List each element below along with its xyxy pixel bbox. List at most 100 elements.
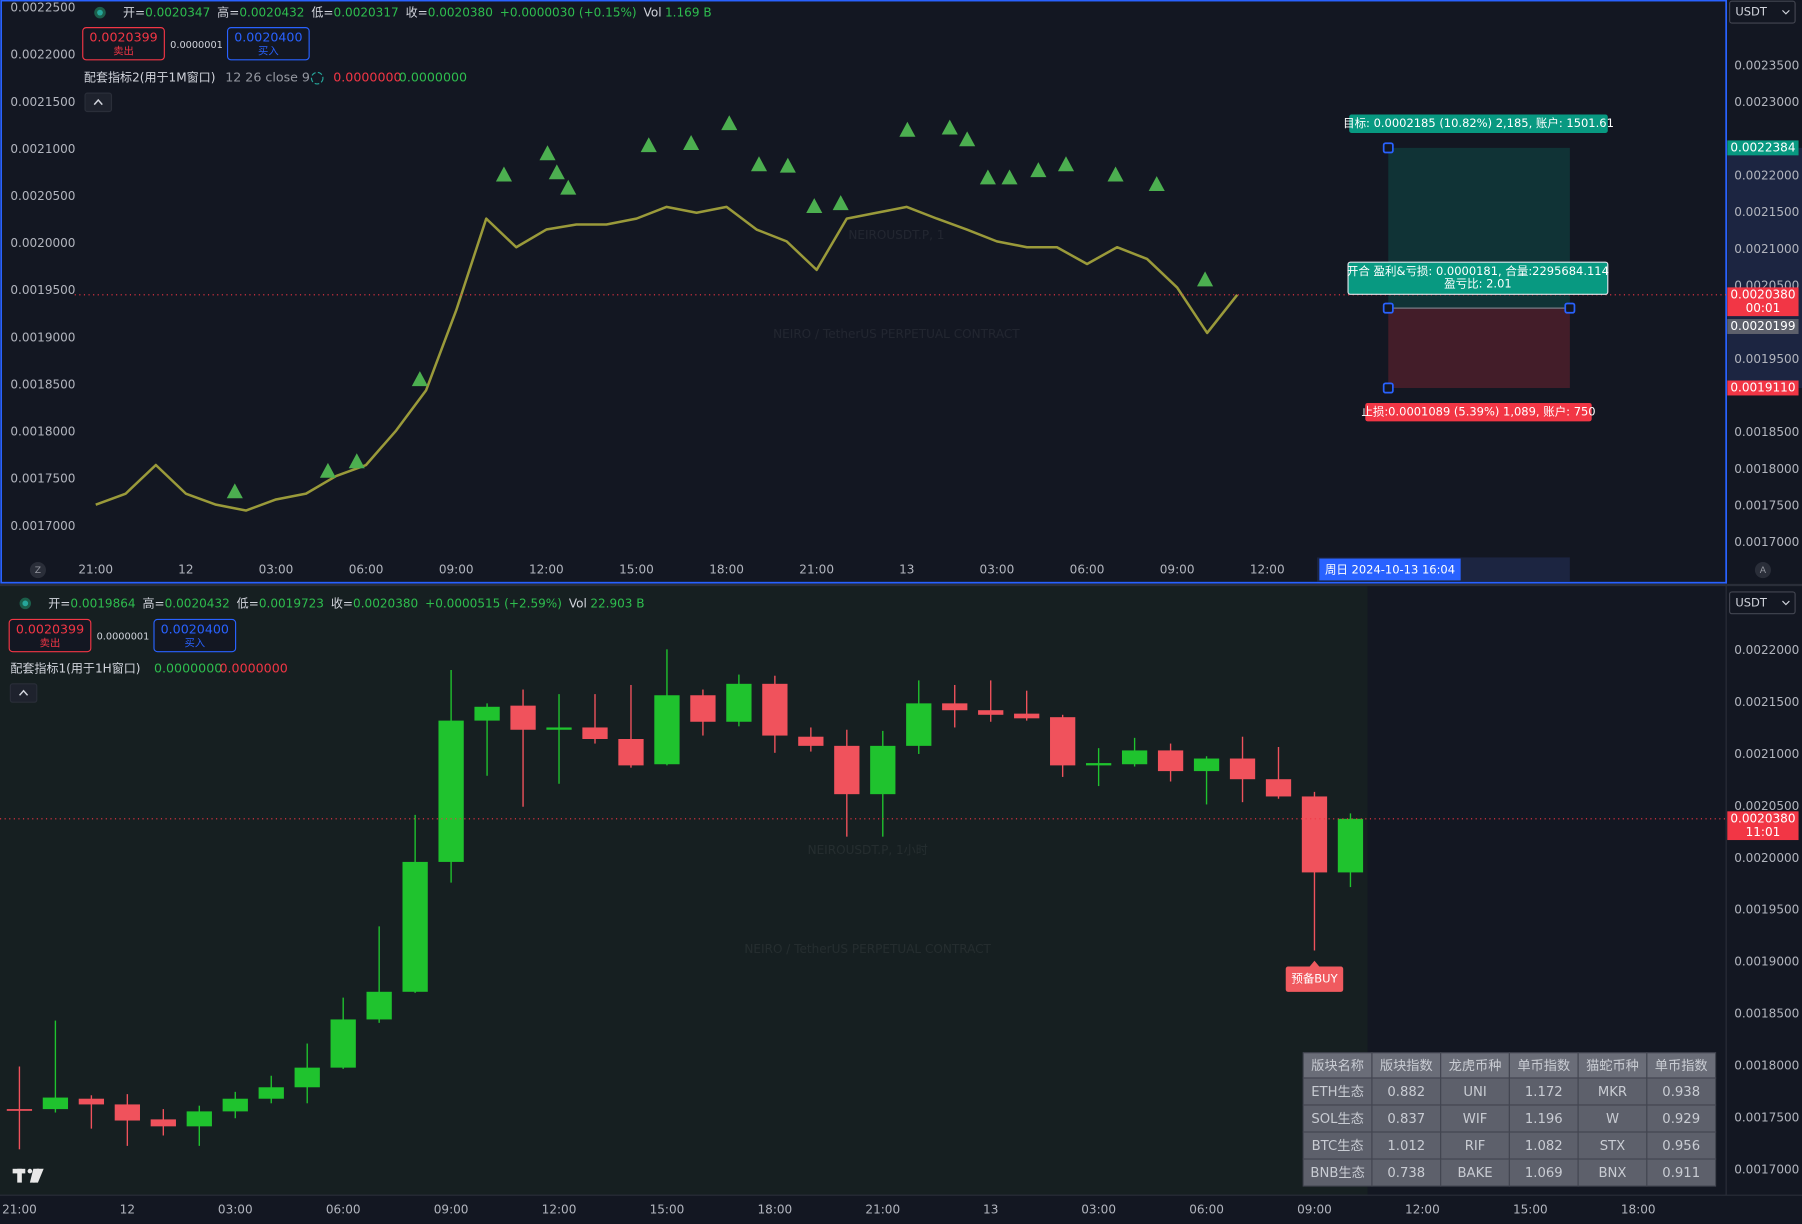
position-handle[interactable] [1382, 302, 1394, 314]
x-tick-label: 18:00 [709, 563, 744, 577]
header-vol: 22.903 B [590, 596, 644, 610]
header-low: 0.0020317 [334, 5, 399, 19]
table-cell-text: 0.911 [1662, 1166, 1700, 1181]
annotation-box [1285, 966, 1344, 992]
y-tick-label: 0.0019500 [1734, 352, 1799, 366]
indicator-params: 12 26 close 9 [225, 70, 310, 85]
left-y-tick-label: 0.0020500 [10, 189, 75, 203]
table-cell-text: 0.929 [1662, 1112, 1700, 1127]
x-tick-label: 09:00 [1297, 1203, 1332, 1217]
candle-body [1229, 758, 1256, 780]
position-handle[interactable] [1382, 382, 1394, 394]
candle-body [402, 861, 428, 992]
y-tick-label: 0.0017000 [1734, 535, 1799, 549]
left-y-tick-label: 0.0019500 [10, 283, 75, 297]
table-header-text: 龙虎币种 [1449, 1058, 1502, 1074]
axis-button[interactable] [29, 562, 46, 579]
header-open: 0.0020347 [145, 5, 210, 19]
left-y-tick-label: 0.0017500 [10, 472, 75, 486]
y-tick-label: 0.0021000 [1734, 242, 1799, 256]
ohlc-header: 开=0.0019864 高=0.0020432 低=0.0019723 收=0.002… [48, 595, 644, 610]
table-cell-text: 1.069 [1525, 1166, 1563, 1181]
candle-body [1085, 763, 1112, 766]
sell-button[interactable] [8, 618, 92, 653]
x-tick-label: 18:00 [1621, 1203, 1656, 1217]
header-close-label: 收= [406, 5, 428, 19]
bottom-plot-background [0, 586, 1368, 1196]
x-tick-label: 21:00 [78, 563, 113, 577]
buy-button[interactable] [226, 27, 310, 61]
position-handle[interactable] [1382, 142, 1394, 154]
x-tick-label: 09:00 [439, 563, 474, 577]
target-label-box [1349, 114, 1608, 133]
signal-marker [1057, 156, 1075, 172]
x-tick-label: 21:00 [865, 1203, 900, 1217]
candle-body [78, 1098, 105, 1105]
candle-body [1121, 750, 1148, 765]
chevron-icon [93, 98, 103, 106]
axis-button-label: A [1760, 565, 1767, 576]
candle-body [1265, 779, 1292, 797]
currency-label: USDT [1735, 5, 1768, 19]
table-cell [1577, 1158, 1648, 1187]
table-cell-text: STX [1600, 1139, 1626, 1154]
candle-body [654, 695, 680, 765]
x-tick-label: 06:00 [1070, 563, 1105, 577]
table-cell [1440, 1131, 1510, 1160]
sell-price: 0.0020399 [16, 621, 84, 636]
buy-button[interactable] [153, 618, 237, 653]
collapse-button[interactable] [84, 92, 113, 113]
dropdown-icon [1782, 600, 1790, 606]
status-dot [22, 600, 29, 607]
table-cell-text: BNB生态 [1310, 1165, 1364, 1181]
signal-marker [560, 179, 577, 195]
y-tick-label: 0.0023000 [1734, 95, 1799, 109]
indicator-name: 配套指标2(用于1M窗口) [84, 70, 216, 85]
ohlc-header: 开=0.0020347 高=0.0020432 低=0.0020317 收=0.002… [123, 4, 712, 19]
position-handle[interactable] [1564, 302, 1576, 314]
sell-label: 卖出 [40, 637, 61, 650]
table-cell [1302, 1077, 1373, 1106]
indicator-value: 0.0000000 [154, 660, 222, 675]
x-tick-label: 21:00 [799, 563, 834, 577]
table-cell [1508, 1077, 1579, 1106]
header-low: 0.0019723 [259, 596, 324, 610]
table-cell [1646, 1158, 1717, 1187]
last-price-tag-label: 0.0020380 [1730, 811, 1795, 825]
last-price-tag-countdown: 11:01 [1746, 825, 1781, 839]
buy-price: 0.0020400 [234, 29, 302, 44]
candle-body [186, 1111, 212, 1127]
axis-button-label: Z [35, 565, 41, 576]
indicator-value: 0.0000000 [220, 660, 288, 675]
y-tick-label: 0.0018500 [1734, 425, 1799, 439]
collapse-button[interactable] [9, 683, 38, 703]
y-tick-label: 0.0017000 [1734, 1162, 1799, 1176]
signal-marker [683, 134, 700, 150]
x-tick-label: 06:00 [326, 1203, 361, 1217]
currency-dropdown[interactable] [1729, 0, 1796, 24]
x-tick-label: 15:00 [1513, 1203, 1548, 1217]
y-tick-label: 0.0020000 [1734, 851, 1799, 865]
axis-button[interactable] [1754, 562, 1771, 579]
annotation-pointer [1308, 960, 1321, 968]
currency-dropdown[interactable] [1729, 591, 1796, 615]
table-cell-text: 1.196 [1525, 1112, 1563, 1127]
candle-body [1014, 713, 1040, 719]
y-tick-label: 0.0017500 [1734, 1111, 1799, 1125]
table-cell-text: 0.956 [1662, 1139, 1700, 1154]
sell-button[interactable] [82, 27, 165, 61]
table-cell [1302, 1158, 1373, 1187]
x-tick-label: 12 [120, 1203, 135, 1217]
table-cell-text: UNI [1463, 1085, 1486, 1100]
x-tick-label: 03:00 [1081, 1203, 1116, 1217]
last-price-tag-countdown: 00:01 [1746, 301, 1781, 315]
candle-body [6, 1109, 33, 1111]
signal-marker [750, 156, 768, 172]
signal-marker [1001, 169, 1018, 185]
signal-marker [941, 119, 958, 135]
last-price-tag-label: 0.0020380 [1730, 287, 1795, 301]
candle-body [690, 695, 716, 722]
table-cell-text: 0.882 [1387, 1085, 1425, 1100]
